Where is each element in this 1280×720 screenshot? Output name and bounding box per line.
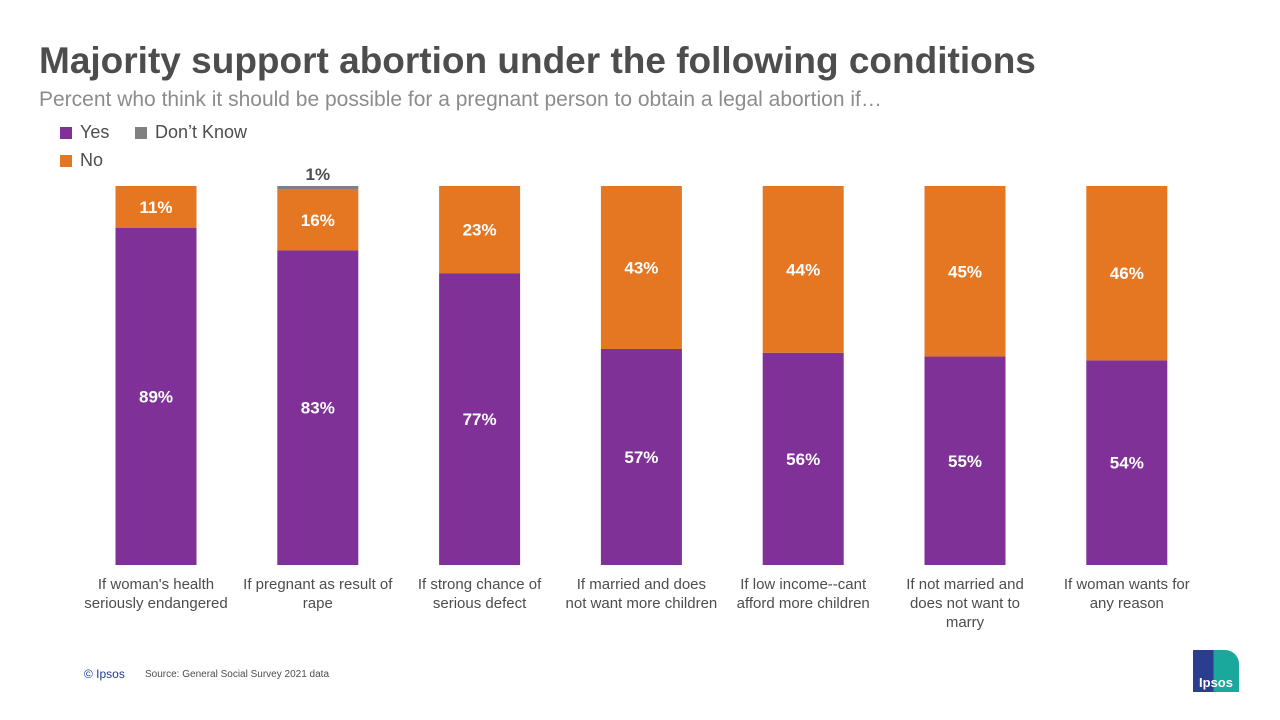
legend-swatch-no [60,154,72,167]
category-label: If strong chance of [418,576,542,593]
category-label: does not want to [910,595,1020,612]
data-label-yes: 57% [624,448,658,467]
category-label: If married and does [577,576,706,593]
data-label-yes: 56% [786,450,820,469]
data-label-yes: 55% [948,452,982,471]
data-label-no: 11% [139,198,172,217]
legend-label-yes: Yes [80,122,110,142]
category-label: If low income--cant [740,576,867,593]
category-label: If pregnant as result of [243,576,393,593]
category-label: rape [303,595,333,612]
category-label: not want more children [566,595,718,612]
data-label-no: 16% [301,211,335,230]
bar-no [600,186,682,349]
bar-no [439,186,521,274]
bar-yes [115,227,197,565]
data-label-yes: 54% [1110,454,1144,473]
bar-don-t-know [277,186,359,190]
category-label: If woman wants for [1064,576,1190,593]
data-label-yes: 77% [463,410,497,429]
bar-yes [277,250,359,565]
category-label: seriously endangered [84,595,227,612]
chart-title: Majority support abortion under the foll… [39,40,1036,81]
legend-label-dont-know: Don’t Know [155,122,248,142]
category-label: serious defect [433,595,527,612]
bar-yes [1086,360,1168,565]
bar-no [924,186,1006,357]
source-note: Source: General Social Survey 2021 data [145,669,329,680]
data-label-don-t-know: 1% [306,165,331,184]
data-label-yes: 83% [301,399,335,418]
bar-no [1086,186,1168,361]
bar-yes [600,348,682,565]
legend-label-no: No [80,150,104,170]
bar-yes [439,273,521,565]
copyright: © Ipsos [84,667,125,681]
data-label-no: 46% [1110,264,1144,283]
legend-item-no: No [60,150,103,171]
legend-swatch-yes [60,126,72,139]
category-label: any reason [1090,595,1164,612]
data-label-no: 23% [463,221,497,240]
legend-item-dont-know: Don’t Know [135,122,247,143]
data-label-yes: 89% [139,387,173,406]
chart-subtitle: Percent who think it should be possible … [39,88,882,111]
legend-swatch-dont-know [135,126,147,139]
data-label-no: 43% [624,258,658,277]
bar-yes [762,352,844,565]
bar-no [115,186,197,228]
data-label-no: 45% [948,262,982,281]
legend-item-yes: Yes [60,122,109,143]
data-label-no: 44% [786,260,820,279]
bar-no [762,186,844,353]
category-label: If woman's health [98,576,214,593]
ipsos-logo: Ipsos [1193,650,1239,692]
bar-no [277,189,359,251]
category-label: marry [946,614,985,631]
category-label: afford more children [737,595,870,612]
category-label: If not married and [906,576,1024,593]
bar-yes [924,356,1006,565]
